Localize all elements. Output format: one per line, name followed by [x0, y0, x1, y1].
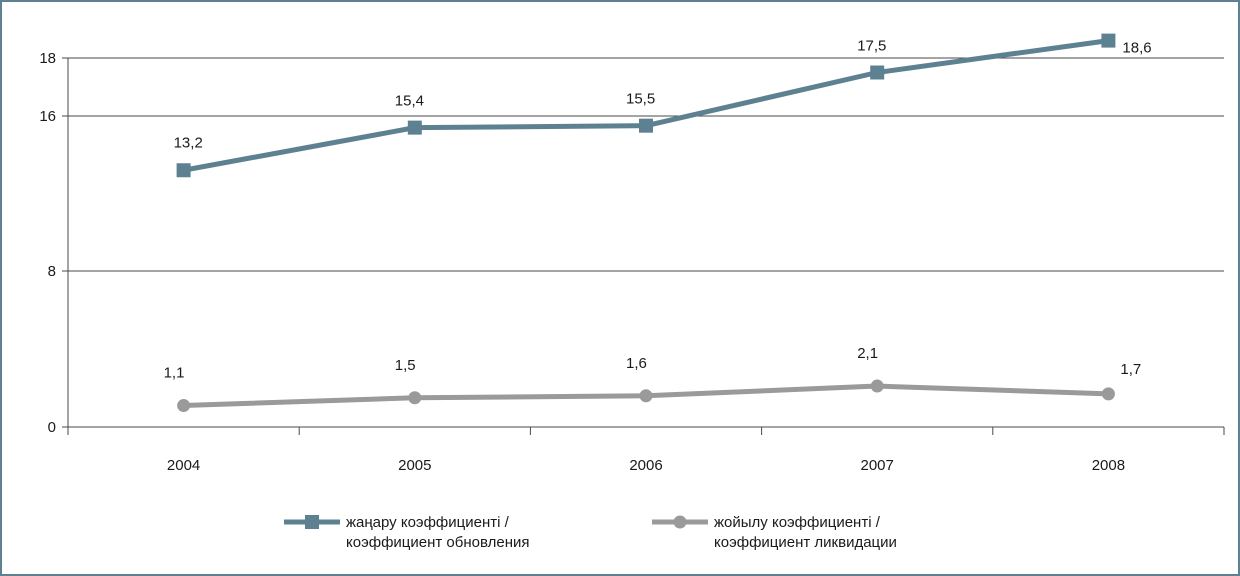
- y-tick-label: 18: [39, 50, 56, 67]
- y-tick-label: 16: [39, 108, 56, 125]
- data-label: 2,1: [857, 345, 878, 362]
- gridlines: [68, 57, 1224, 272]
- data-point: [177, 399, 191, 413]
- data-point: [1101, 33, 1116, 48]
- legend-label: жойылу коэффициенті /: [714, 514, 881, 531]
- data-point: [870, 379, 884, 393]
- x-tick-label: 2006: [629, 457, 662, 474]
- data-point: [407, 120, 422, 135]
- legend-label: жаңару коэффициенті /: [346, 514, 510, 531]
- data-point: [639, 389, 653, 403]
- data-label: 15,5: [626, 91, 655, 108]
- y-tick-label: 0: [48, 419, 56, 436]
- data-point: [870, 65, 885, 80]
- legend-swatch-marker: [673, 515, 687, 529]
- legend-item-1: жаңару коэффициенті / коэффициент обновле…: [284, 514, 530, 551]
- y-tick-label: 8: [48, 263, 56, 280]
- legend: жаңару коэффициенті / коэффициент обновле…: [284, 514, 897, 551]
- data-label: 15,4: [395, 93, 424, 110]
- data-label: 13,2: [174, 134, 203, 151]
- data-label: 1,6: [626, 355, 647, 372]
- data-point: [639, 118, 653, 133]
- x-tick-label: 2004: [167, 457, 200, 474]
- legend-label: коэффициент ликвидации: [714, 534, 897, 551]
- axes: [62, 57, 1225, 435]
- data-point: [408, 391, 422, 405]
- x-tick-label: 2005: [398, 457, 431, 474]
- x-tick-labels: 2004 2005 2006 2007 2008: [167, 457, 1125, 474]
- data-label: 18,6: [1122, 40, 1151, 57]
- data-label: 1,1: [164, 365, 185, 382]
- data-label: 1,7: [1120, 361, 1141, 378]
- data-point: [176, 163, 191, 178]
- y-tick-labels: 0 8 16 18: [39, 50, 56, 436]
- data-label: 1,5: [395, 357, 416, 374]
- legend-swatch-marker: [305, 515, 319, 529]
- data-labels: 13,2 15,4 15,5 17,5 18,6 1,1 1,5 1,6 2,1 1,7: [164, 38, 1152, 382]
- x-tick-label: 2007: [861, 457, 894, 474]
- x-tick-label: 2008: [1092, 457, 1125, 474]
- legend-label: коэффициент обновления: [346, 534, 530, 551]
- data-label: 17,5: [857, 38, 886, 55]
- data-point: [1101, 387, 1115, 401]
- legend-item-2: жойылу коэффициенті / коэффициент ликвида…: [652, 514, 897, 551]
- series-lines: [176, 33, 1116, 413]
